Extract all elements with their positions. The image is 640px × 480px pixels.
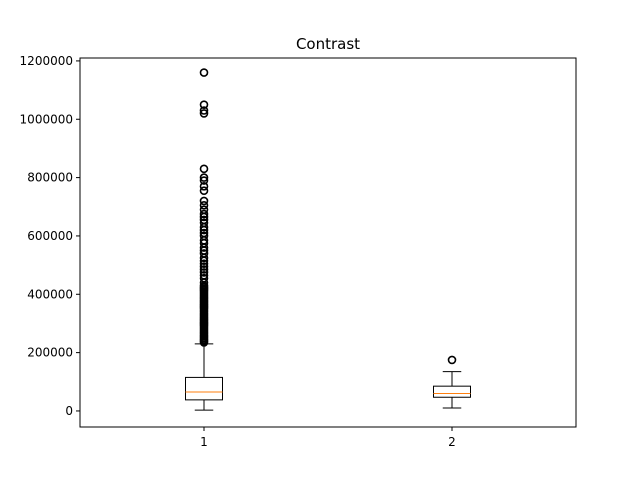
outlier-point xyxy=(199,209,209,219)
outlier-point xyxy=(199,215,209,225)
y-tick-label: 200000 xyxy=(27,346,73,360)
outlier-point xyxy=(199,196,209,206)
outlier-point xyxy=(199,106,209,115)
chart-title: Contrast xyxy=(296,35,360,53)
outlier-point xyxy=(199,228,209,238)
outlier-point xyxy=(447,355,457,365)
outlier-point xyxy=(199,271,209,280)
axes: 0 200000 400000 600000 800000 1000000 1200000 1… xyxy=(20,54,456,449)
outlier-point xyxy=(199,231,209,241)
outlier-point xyxy=(199,205,209,214)
box-group-1 xyxy=(185,68,223,411)
y-tick-label: 1000000 xyxy=(20,112,73,126)
y-tick-label: 600000 xyxy=(27,229,73,243)
outlier-point xyxy=(199,262,209,271)
axes-frame xyxy=(79,57,577,428)
box xyxy=(185,376,223,401)
outlier-point xyxy=(199,218,209,228)
outlier-point xyxy=(199,173,209,182)
outlier-point xyxy=(199,109,209,118)
outlier-point xyxy=(199,201,209,210)
outlier-point xyxy=(199,259,209,268)
y-tick-label: 400000 xyxy=(27,287,73,301)
outlier-point xyxy=(199,249,209,258)
outlier-point xyxy=(199,182,209,191)
x-tick-label: 1 xyxy=(200,435,208,449)
outlier-point xyxy=(199,100,209,109)
outlier-point xyxy=(199,268,209,277)
outlier-point xyxy=(199,273,209,283)
outlier-point xyxy=(199,68,209,77)
outlier-point xyxy=(199,164,209,174)
y-tick-label: 800000 xyxy=(27,171,73,185)
box xyxy=(433,385,471,398)
box-group-2 xyxy=(433,355,471,409)
x-tick-label: 2 xyxy=(448,435,456,449)
outlier-point xyxy=(199,176,209,185)
plot-area xyxy=(185,68,471,411)
y-tick-label: 1200000 xyxy=(20,54,73,68)
outlier-point xyxy=(199,186,209,196)
y-tick-label: 0 xyxy=(65,404,73,418)
outlier-point xyxy=(199,265,209,274)
